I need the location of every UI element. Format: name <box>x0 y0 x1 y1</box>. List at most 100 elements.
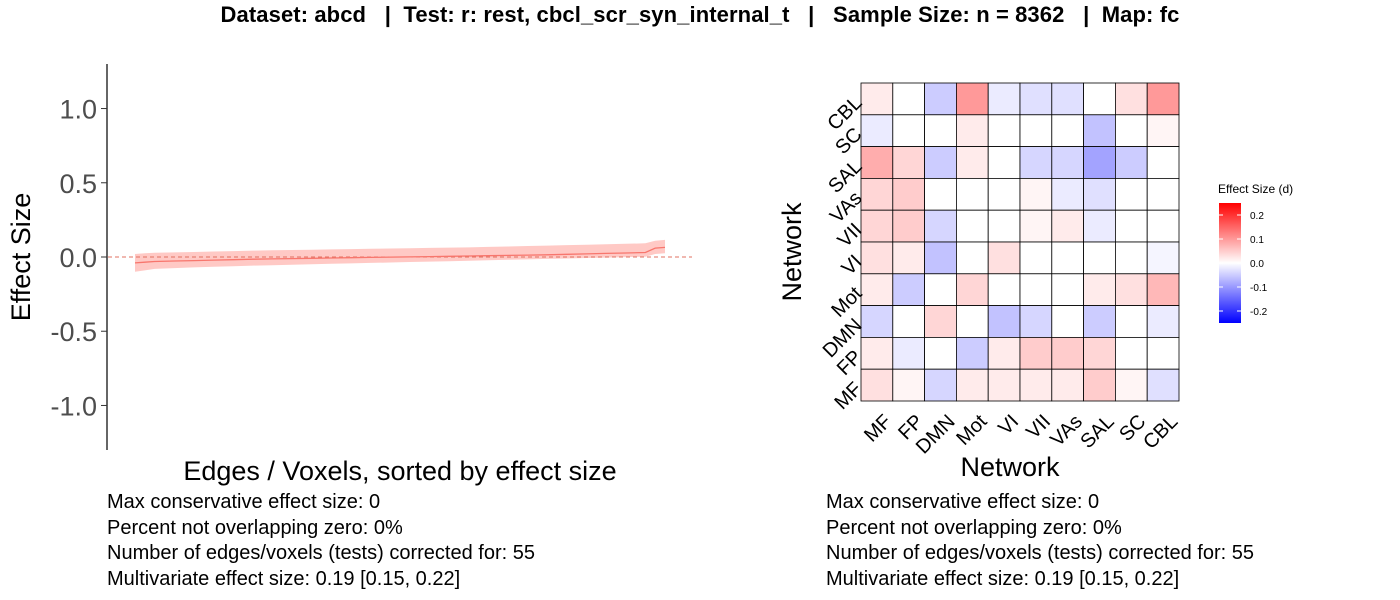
heatmap-cell <box>956 82 989 116</box>
heatmap-cell <box>1019 241 1053 275</box>
heatmap-cell <box>892 146 925 179</box>
heatmap-cell <box>956 305 989 338</box>
y-tick-label: 0.0 <box>59 243 97 273</box>
heatmap-x-tick-label: VAs <box>1046 411 1086 451</box>
y-tick-label: 1.0 <box>59 95 97 125</box>
heatmap-cell <box>892 177 925 211</box>
heatmap-cell <box>1115 209 1148 243</box>
stat-num-tests: Number of edges/voxels (tests) corrected… <box>107 542 535 564</box>
stat-multivariate: Multivariate effect size: 0.19 [0.15, 0.… <box>107 567 461 590</box>
stat-percent-nonzero: Percent not overlapping zero: 0% <box>826 516 1122 539</box>
heatmap-cell <box>1083 305 1116 338</box>
heatmap-cell <box>1051 273 1085 306</box>
heatmap-cell <box>987 177 1021 211</box>
heatmap-y-tick-label: SAL <box>824 155 866 197</box>
heatmap-cell <box>1019 209 1053 243</box>
heatmap-cell <box>987 336 1021 370</box>
heatmap-cell <box>1115 114 1148 148</box>
heatmap-cell <box>924 241 957 275</box>
heatmap-cell <box>924 336 957 370</box>
heatmap-cell <box>1083 146 1116 179</box>
heatmap-cell <box>1083 82 1116 116</box>
heatmap-cell <box>987 209 1021 243</box>
heatmap-cell <box>956 146 989 179</box>
heatmap-cell <box>1146 209 1180 243</box>
heatmap-cell <box>1115 177 1148 211</box>
legend-title: Effect Size (d) <box>1218 182 1293 196</box>
heatmap-cell <box>924 114 957 148</box>
heatmap-cell <box>1146 82 1180 116</box>
heatmap-cell <box>956 209 989 243</box>
heatmap-cell <box>987 82 1021 116</box>
heatmap-cell <box>956 273 989 306</box>
effect-size-line <box>134 246 666 264</box>
heatmap-cell <box>1083 114 1116 148</box>
heatmap-cell <box>1019 336 1053 370</box>
legend-tick-label: 0.1 <box>1250 235 1264 246</box>
heatmap-cell <box>892 241 925 275</box>
heatmap-x-tick-label: SAL <box>1076 411 1118 453</box>
heatmap-cell <box>987 368 1021 402</box>
y-tick-label: -0.5 <box>50 317 97 347</box>
heatmap-cell <box>956 177 989 211</box>
heatmap-cell <box>956 114 989 148</box>
heatmap-cells <box>860 82 1180 402</box>
heatmap-cell <box>1146 177 1180 211</box>
heatmap-cell <box>1019 177 1053 211</box>
heatmap-cell <box>1051 368 1085 402</box>
legend-tick-label: 0.0 <box>1250 259 1264 270</box>
heatmap-cell <box>1051 336 1085 370</box>
heatmap-cell <box>892 368 925 402</box>
heatmap-cell <box>1051 82 1085 116</box>
heatmap-cell <box>1083 209 1116 243</box>
heatmap-cell <box>860 209 894 243</box>
heatmap-cell <box>892 273 925 306</box>
heatmap-cell <box>860 241 894 275</box>
heatmap-cell <box>987 114 1021 148</box>
heatmap-cell <box>892 209 925 243</box>
stat-max-effect: Max conservative effect size: 0 <box>107 491 381 513</box>
heatmap-cell <box>1146 241 1180 275</box>
heatmap-x-axis-label: Network <box>960 452 1060 482</box>
heatmap-cell <box>1146 305 1180 338</box>
heatmap-cell <box>924 82 957 116</box>
right-stats-block: Max conservative effect size: 0 Percent … <box>826 490 1254 592</box>
heatmap-cell <box>1115 368 1148 402</box>
y-tick-label: -1.0 <box>50 391 97 421</box>
heatmap-cell <box>1051 209 1085 243</box>
heatmap-y-axis-label: Network <box>777 202 807 302</box>
heatmap-cell <box>1019 82 1053 116</box>
page-title: Dataset: abcd | Test: r: rest, cbcl_scr_… <box>220 2 1180 27</box>
heatmap-cell <box>1019 273 1053 306</box>
heatmap-cell <box>1083 177 1116 211</box>
heatmap-cell <box>1115 241 1148 275</box>
stat-multivariate: Multivariate effect size: 0.19 [0.15, 0.… <box>826 567 1180 590</box>
heatmap-cell <box>1146 273 1180 306</box>
heatmap-cell <box>1115 305 1148 338</box>
heatmap-cell <box>1019 114 1053 148</box>
legend-colorbar <box>1219 203 1241 323</box>
heatmap-cell <box>892 336 925 370</box>
heatmap-cell <box>924 209 957 243</box>
left-stats-block: Max conservative effect size: 0 Percent … <box>107 490 535 592</box>
heatmap-y-tick-label: VAs <box>826 187 866 227</box>
stat-percent-nonzero: Percent not overlapping zero: 0% <box>107 516 403 539</box>
heatmap-cell <box>860 368 894 402</box>
y-axis-ticks: 1.0 0.5 0.0 -0.5 -1.0 <box>50 95 107 421</box>
heatmap-cell <box>924 273 957 306</box>
heatmap-cell <box>1019 146 1053 179</box>
heatmap-cell <box>1019 305 1053 338</box>
heatmap-cell <box>1083 241 1116 275</box>
heatmap-cell <box>1051 305 1085 338</box>
heatmap-cell <box>1051 146 1085 179</box>
heatmap-cell <box>1083 368 1116 402</box>
stat-max-effect: Max conservative effect size: 0 <box>826 491 1100 513</box>
legend-tick-label: -0.1 <box>1250 283 1268 294</box>
effect-size-plot: 1.0 0.5 0.0 -0.5 -1.0 Edges / Voxels, sorted… <box>6 64 692 486</box>
heatmap-x-tick-label: CBL <box>1139 411 1182 454</box>
heatmap-cell <box>1115 82 1148 116</box>
heatmap-cell <box>1115 336 1148 370</box>
